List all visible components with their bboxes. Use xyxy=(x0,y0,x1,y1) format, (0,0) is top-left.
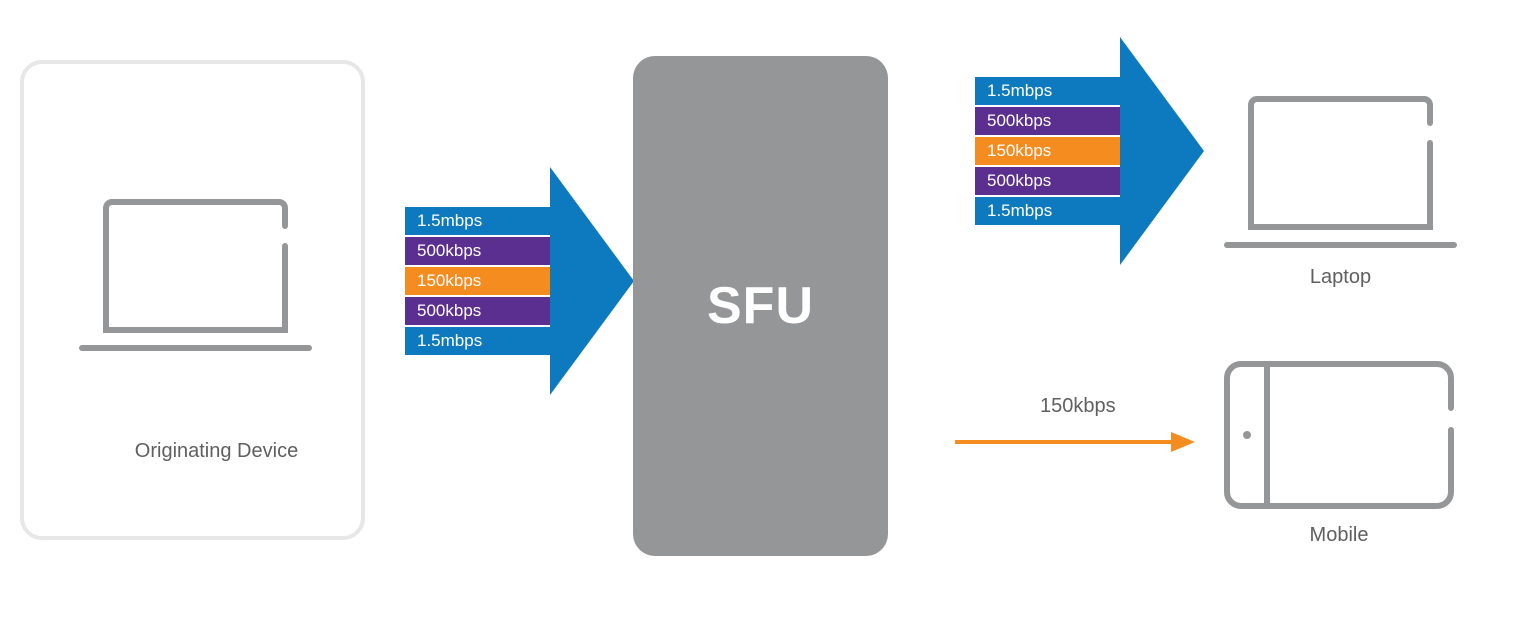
sfu-diagram: Originating Device 1.5mbps500kbps150kbps… xyxy=(0,0,1536,624)
bandwidth-stripe: 1.5mbps xyxy=(975,197,1120,225)
arrow-sfu-to-laptop: 1.5mbps500kbps150kbps500kbps1.5mbps xyxy=(975,77,1120,225)
arrow-sfu-to-mobile xyxy=(955,430,1195,459)
bandwidth-stripe: 150kbps xyxy=(975,137,1120,165)
laptop-icon xyxy=(1223,95,1458,255)
mobile-icon xyxy=(1223,360,1455,510)
sfu-node: SFU xyxy=(633,56,888,556)
bandwidth-stripe: 1.5mbps xyxy=(975,77,1120,105)
bandwidth-stripe: 1.5mbps xyxy=(405,207,550,235)
mobile-arrow-label: 150kbps xyxy=(1040,395,1116,418)
originating-laptop-icon xyxy=(78,198,313,358)
arrow-origin-to-sfu: 1.5mbps500kbps150kbps500kbps1.5mbps xyxy=(405,207,550,355)
sfu-label: SFU xyxy=(707,276,814,336)
mobile-label: Mobile xyxy=(1223,524,1455,547)
bandwidth-stripe: 500kbps xyxy=(405,297,550,325)
bandwidth-stripe: 1.5mbps xyxy=(405,327,550,355)
bandwidth-stripe: 500kbps xyxy=(975,107,1120,135)
originating-device-card: Originating Device xyxy=(20,60,365,540)
originating-device-label: Originating Device xyxy=(44,440,389,463)
bandwidth-stripe: 500kbps xyxy=(405,237,550,265)
bandwidth-stripe: 500kbps xyxy=(975,167,1120,195)
laptop-label: Laptop xyxy=(1223,266,1458,289)
bandwidth-stripe: 150kbps xyxy=(405,267,550,295)
